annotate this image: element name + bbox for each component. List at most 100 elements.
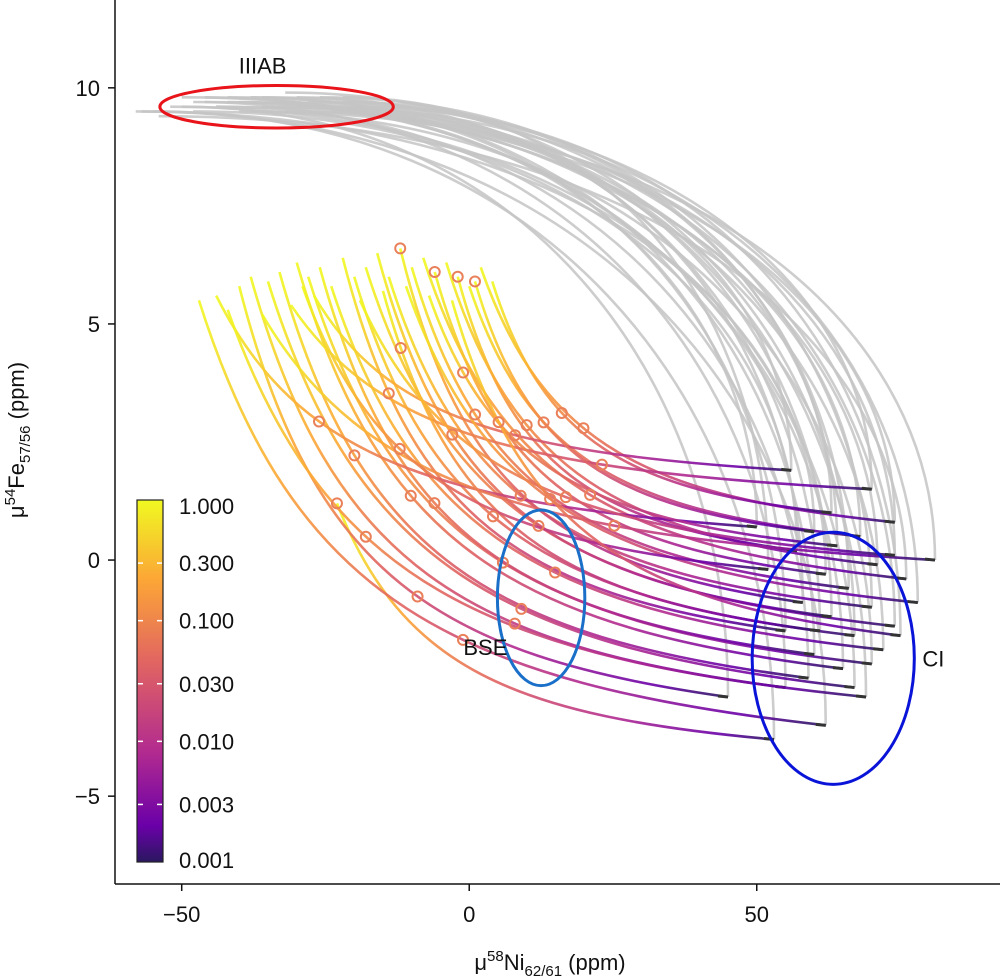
curve-marker bbox=[468, 275, 481, 288]
curve-marker bbox=[457, 633, 470, 646]
colorbar-tick-label: 0.300 bbox=[179, 551, 234, 576]
curve-end-tip bbox=[890, 633, 901, 638]
axes bbox=[114, 0, 1000, 885]
curve-marker bbox=[486, 510, 499, 523]
grey-mixing-curve bbox=[204, 95, 856, 688]
ellipse-label-ci: CI bbox=[922, 646, 944, 671]
colorbar-gradient bbox=[136, 499, 164, 863]
curve-end-tip bbox=[844, 685, 855, 690]
curve-marker bbox=[492, 416, 505, 429]
curve-end-tip bbox=[815, 722, 826, 727]
curve-end-tip bbox=[861, 661, 872, 666]
curve-end-tip bbox=[781, 467, 792, 472]
curve-end-tip bbox=[867, 562, 878, 567]
curve-end-tip bbox=[792, 600, 803, 605]
curve-end-tip bbox=[832, 666, 844, 671]
x-tick-label: 50 bbox=[745, 902, 769, 927]
curve-end-tip bbox=[758, 567, 769, 571]
curve-end-tip bbox=[838, 585, 849, 590]
curve-marker bbox=[508, 617, 521, 630]
curve-marker bbox=[394, 242, 407, 255]
curve-marker bbox=[469, 408, 482, 421]
curve-marker bbox=[359, 530, 372, 543]
curve-marker bbox=[330, 497, 343, 510]
colorbar-tick-label: 0.100 bbox=[179, 609, 234, 634]
y-tick-label: −5 bbox=[75, 784, 100, 809]
curve-marker bbox=[451, 270, 464, 283]
colored-mixing-curve bbox=[444, 262, 878, 567]
curve-end-tip bbox=[884, 552, 895, 557]
colored-mixing-curve bbox=[197, 299, 826, 727]
curve-marker bbox=[559, 491, 572, 504]
curve-end-tip bbox=[844, 633, 855, 638]
grey-mixing-curve bbox=[308, 105, 920, 603]
colored-mixing-curve bbox=[490, 281, 832, 515]
curve-marker bbox=[382, 387, 395, 400]
colorbar: 1.000 0.300 0.100 0.030 0.010 0.003 0.001 bbox=[136, 494, 234, 873]
curve-markers bbox=[312, 242, 621, 646]
colored-mixing-curve bbox=[427, 295, 838, 548]
curve-end-tip bbox=[821, 614, 832, 619]
curve-end-tip bbox=[861, 486, 872, 491]
colored-mixing-curve bbox=[473, 281, 815, 534]
curve-end-tip bbox=[775, 628, 786, 633]
curve-marker bbox=[428, 497, 441, 510]
grey-mixing-curve bbox=[193, 100, 787, 688]
curve-marker bbox=[411, 590, 424, 603]
grey-mixing-curve bbox=[170, 105, 828, 575]
y-tick-label: 0 bbox=[88, 548, 100, 573]
curve-end-tip bbox=[746, 524, 757, 529]
curve-end-tip bbox=[884, 623, 895, 628]
x-tick-label: −50 bbox=[163, 902, 200, 927]
grey-curves bbox=[135, 91, 937, 740]
curve-marker bbox=[404, 489, 417, 502]
colorbar-tick-label: 0.010 bbox=[179, 729, 234, 754]
curve-end-tip bbox=[815, 571, 826, 576]
curve-end-tip bbox=[804, 652, 815, 656]
curve-marker bbox=[348, 449, 361, 462]
curve-marker bbox=[515, 602, 528, 615]
colored-mixing-curve bbox=[301, 285, 769, 571]
grey-mixing-curve bbox=[216, 105, 897, 523]
colored-mixing-curve bbox=[278, 271, 809, 680]
colored-mixing-curve bbox=[318, 266, 815, 656]
curve-end-tip bbox=[717, 694, 729, 699]
colorbar-tick-label: 0.030 bbox=[179, 672, 234, 697]
colored-mixing-curve bbox=[456, 276, 798, 552]
curve-end-tip bbox=[861, 604, 872, 609]
colored-mixing-curve bbox=[404, 285, 918, 604]
grey-mixing-curve bbox=[181, 105, 730, 698]
curve-marker bbox=[532, 519, 545, 532]
curve-end-tip bbox=[884, 519, 895, 524]
curve-marker bbox=[520, 419, 533, 432]
colored-mixing-curve bbox=[381, 290, 821, 633]
colored-mixing-curve bbox=[335, 502, 775, 741]
reservoir-ellipses: IIIAB BSE CI bbox=[158, 53, 944, 786]
colored-mixing-curve bbox=[450, 299, 901, 637]
grey-mixing-curve bbox=[250, 110, 937, 561]
curve-marker bbox=[608, 519, 621, 532]
curve-marker bbox=[312, 415, 325, 428]
curve-marker bbox=[577, 422, 590, 435]
colorbar-tick-label: 0.003 bbox=[179, 792, 234, 817]
y-tick-label: 10 bbox=[76, 76, 100, 101]
colored-mixing-curve bbox=[266, 281, 855, 689]
colored-mixing-curve bbox=[410, 266, 849, 590]
curve-marker bbox=[457, 366, 470, 379]
x-tick-label: 0 bbox=[463, 902, 475, 927]
colored-curves bbox=[197, 248, 936, 741]
curve-end-tip bbox=[827, 543, 838, 548]
colorbar-tick-label: 0.001 bbox=[179, 848, 234, 873]
colored-mixing-curve bbox=[358, 299, 895, 557]
curve-marker bbox=[428, 266, 441, 278]
curve-end-tip bbox=[804, 529, 815, 534]
ellipse-ci bbox=[750, 530, 916, 786]
curve-marker bbox=[446, 428, 459, 441]
curve-marker bbox=[514, 489, 527, 502]
curve-marker bbox=[394, 341, 407, 354]
ellipse-label-bse: BSE bbox=[463, 635, 507, 660]
curve-marker bbox=[537, 416, 550, 429]
curve-end-tip bbox=[809, 628, 821, 633]
curve-end-tip bbox=[924, 557, 936, 562]
curve-end-tip bbox=[907, 600, 918, 605]
